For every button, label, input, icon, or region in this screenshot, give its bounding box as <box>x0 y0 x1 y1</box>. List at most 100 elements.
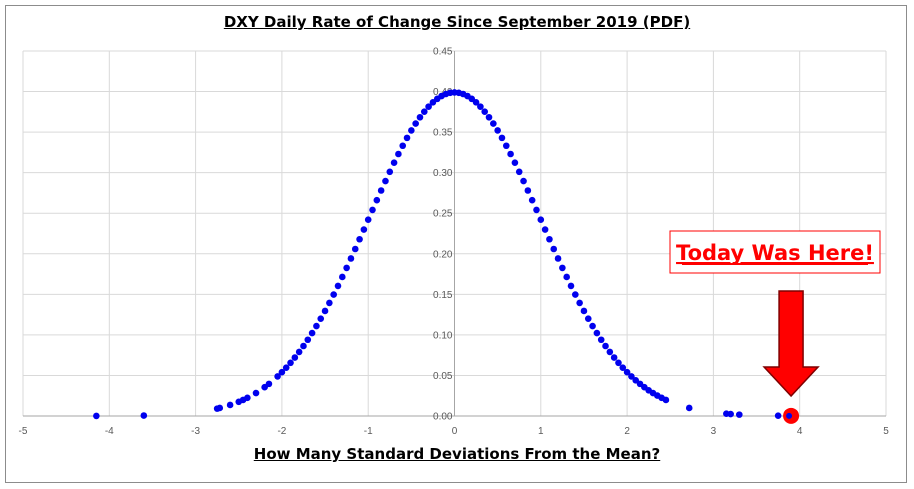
data-point <box>403 134 411 142</box>
data-point <box>685 404 693 412</box>
data-point <box>567 282 575 290</box>
data-point <box>580 307 588 315</box>
data-point <box>412 120 419 127</box>
data-point <box>481 108 489 115</box>
down-arrow-icon <box>762 290 820 398</box>
data-point <box>472 99 480 106</box>
data-point <box>774 412 782 419</box>
data-point <box>528 196 536 204</box>
data-point <box>244 394 251 402</box>
data-point <box>524 187 532 194</box>
x-tick-label: 1 <box>538 426 544 437</box>
data-point <box>351 245 359 253</box>
y-tick-label: 0.15 <box>433 290 453 301</box>
data-point <box>304 336 312 344</box>
data-point <box>576 299 583 307</box>
chart-title: DXY Daily Rate of Change Since September… <box>223 13 691 31</box>
x-tick-label: -3 <box>191 426 200 437</box>
data-point <box>498 134 506 142</box>
data-point <box>369 206 376 214</box>
data-point <box>416 113 424 121</box>
data-point <box>321 307 329 315</box>
y-tick-label: 0.25 <box>433 209 453 220</box>
data-point <box>226 401 234 409</box>
data-point <box>511 159 519 166</box>
data-point <box>533 206 540 214</box>
y-tick-label: 0.00 <box>433 412 453 423</box>
data-point <box>485 113 493 121</box>
data-point <box>541 226 549 233</box>
x-tick-label: 3 <box>711 426 717 437</box>
data-point <box>386 168 394 176</box>
data-point <box>615 359 622 367</box>
x-tick-label: -2 <box>277 426 286 437</box>
data-point <box>490 120 497 127</box>
data-point <box>515 168 523 176</box>
data-point <box>546 235 553 243</box>
data-point <box>308 329 316 337</box>
data-point <box>628 373 635 380</box>
data-point <box>559 264 566 272</box>
data-point <box>494 127 501 134</box>
x-tick-label: 5 <box>883 426 889 437</box>
data-point <box>278 368 286 376</box>
data-point <box>395 150 402 158</box>
data-point <box>727 410 734 418</box>
data-point <box>563 273 570 281</box>
data-point <box>330 291 337 298</box>
data-point <box>373 196 381 204</box>
y-tick-label: 0.10 <box>433 330 453 341</box>
data-point <box>93 412 100 420</box>
data-point <box>589 322 596 330</box>
data-point <box>520 177 527 185</box>
x-tick-label: -5 <box>19 426 28 437</box>
data-point <box>554 255 562 262</box>
data-point <box>300 342 307 350</box>
x-tick-label: -1 <box>364 426 373 437</box>
data-point <box>274 373 281 380</box>
data-point <box>356 235 363 243</box>
data-point <box>334 282 342 290</box>
data-point <box>390 159 398 166</box>
data-points <box>93 89 800 424</box>
data-point <box>606 348 614 356</box>
data-point <box>265 380 273 388</box>
y-tick-label: 0.30 <box>433 168 453 179</box>
data-point <box>364 216 372 224</box>
data-point <box>377 187 385 194</box>
data-point <box>399 142 407 150</box>
data-point <box>420 108 428 115</box>
data-point <box>735 411 743 418</box>
data-point <box>295 348 303 356</box>
x-tick-labels: -5 -4 -3 -2 -1 0 1 2 3 4 5 <box>19 426 890 437</box>
data-point <box>602 342 609 350</box>
data-point <box>317 315 325 322</box>
data-point <box>610 354 618 361</box>
data-point <box>360 226 368 233</box>
x-tick-label: -4 <box>105 426 114 437</box>
data-point <box>252 389 260 397</box>
data-point <box>339 273 346 281</box>
y-tick-label: 0.20 <box>433 249 453 260</box>
data-point <box>623 368 631 376</box>
y-tick-label: 0.05 <box>433 371 453 382</box>
data-point <box>282 364 290 371</box>
data-point <box>662 396 670 404</box>
x-tick-label: 0 <box>452 426 458 437</box>
data-point <box>408 127 415 134</box>
data-point <box>287 359 294 367</box>
data-point <box>140 412 148 419</box>
callout-text: Today Was Here! <box>676 241 874 265</box>
data-point <box>382 177 389 185</box>
y-tick-label: 0.35 <box>433 128 453 139</box>
x-axis-title: How Many Standard Deviations From the Me… <box>253 445 661 463</box>
data-point <box>507 150 514 158</box>
data-point <box>597 336 605 344</box>
data-point <box>584 315 592 322</box>
data-point <box>291 354 299 361</box>
data-point <box>502 142 510 150</box>
data-point <box>313 322 320 330</box>
data-point <box>572 291 579 298</box>
y-tick-label: 0.45 <box>433 47 453 58</box>
